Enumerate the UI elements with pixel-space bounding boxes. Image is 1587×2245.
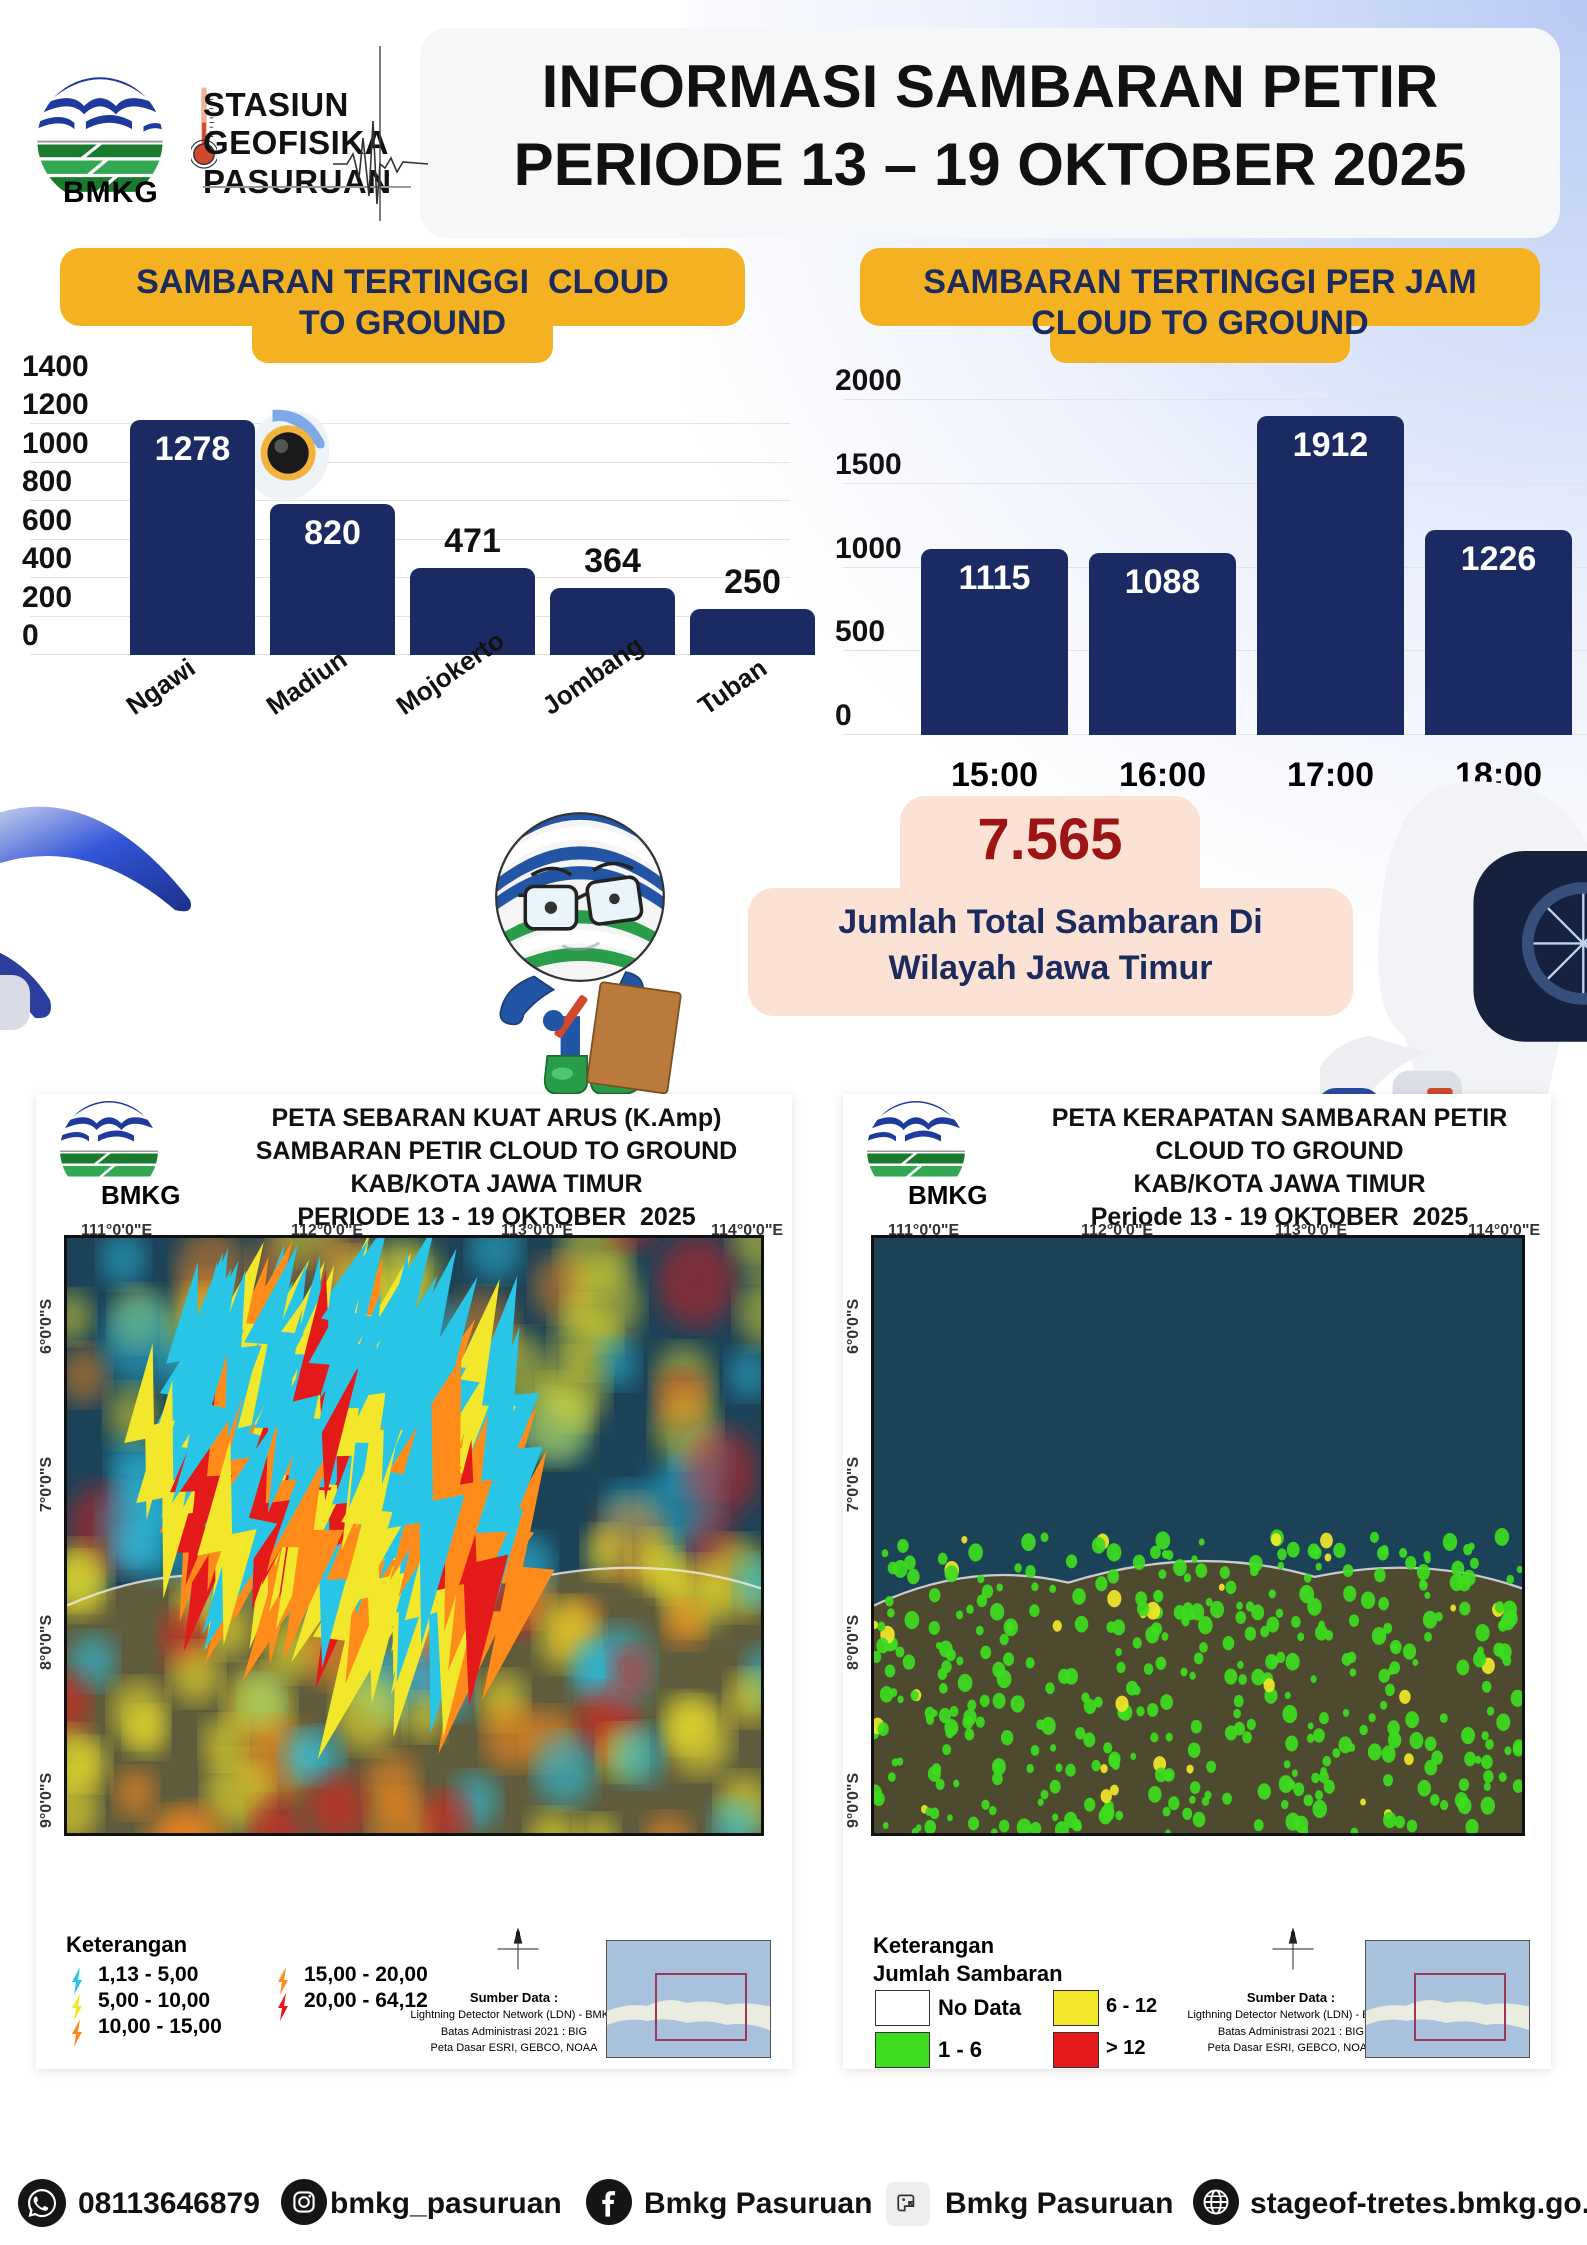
svg-text:N: N <box>1291 1931 1296 1938</box>
svg-text:N: N <box>516 1931 521 1938</box>
